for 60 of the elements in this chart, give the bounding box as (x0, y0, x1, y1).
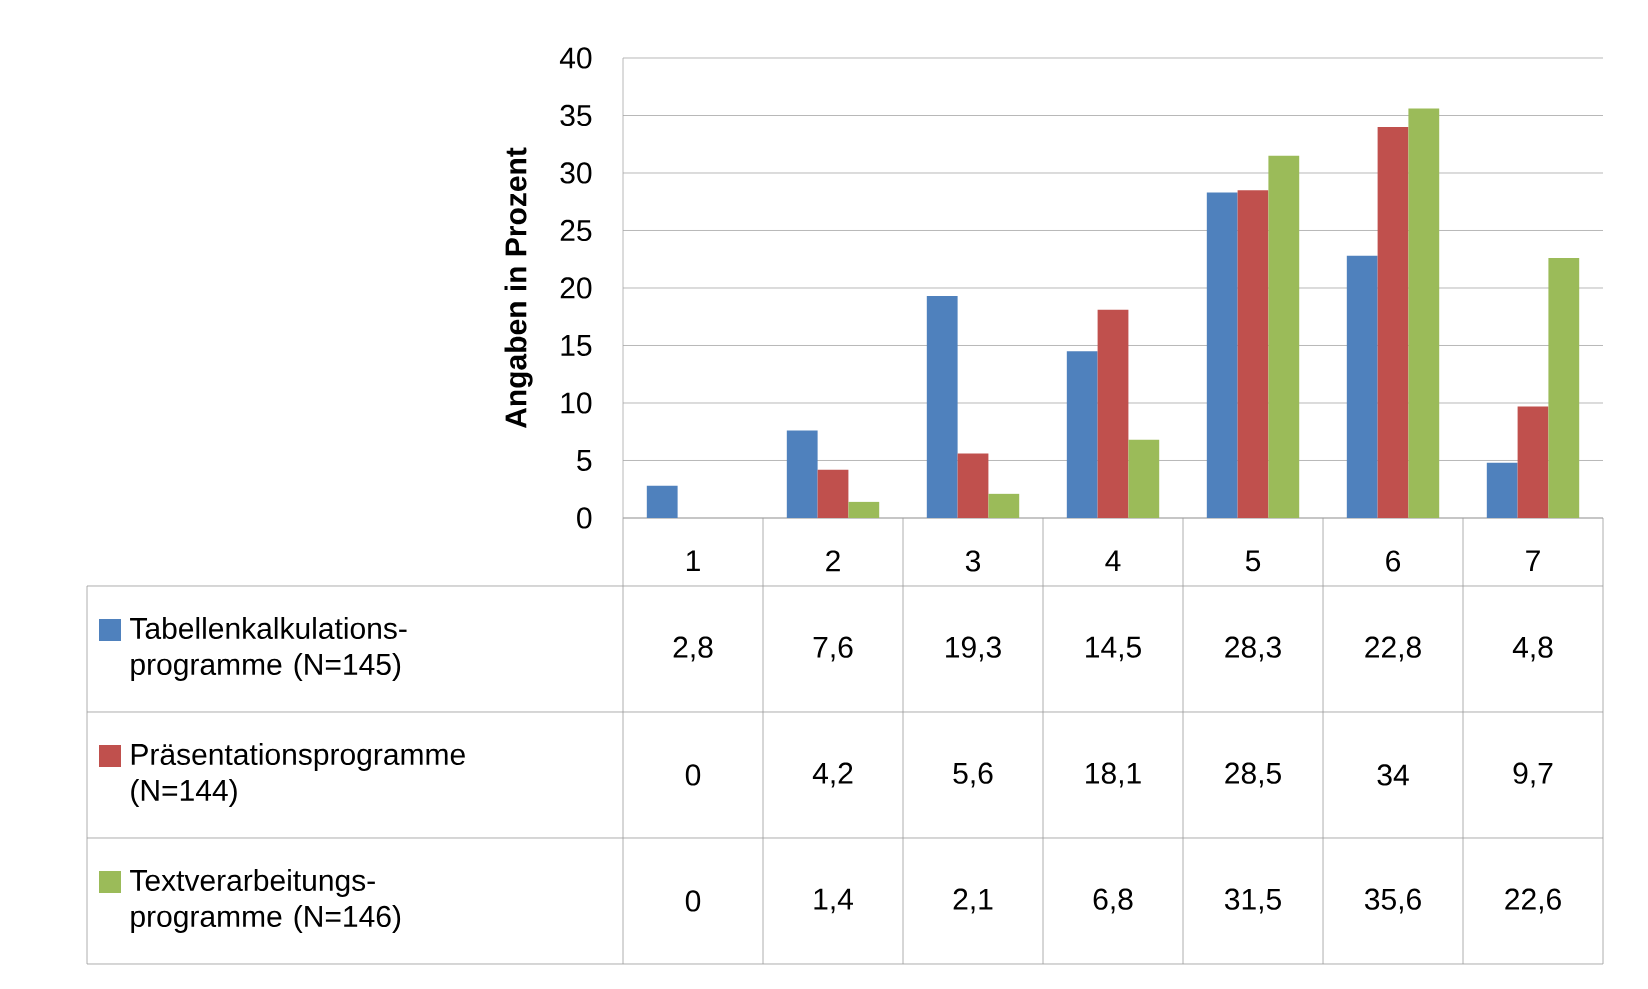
data-label: 28,3 (1225, 636, 1281, 662)
bar (926, 296, 958, 518)
bar (1206, 192, 1238, 518)
data-label: 28,5 (1225, 762, 1281, 788)
data-label: 31,5 (1224, 888, 1281, 914)
data-label: 6,8 (1093, 888, 1133, 914)
y-tick-label: 10 (561, 392, 592, 414)
bar (988, 493, 1020, 518)
bar (1408, 108, 1440, 518)
data-label: 9,7 (1513, 762, 1553, 788)
data-label: 2,1 (953, 888, 993, 914)
bar (1128, 439, 1160, 518)
bar (1097, 309, 1129, 518)
y-axis-title: Angaben in Prozent (504, 147, 533, 429)
x-tick-label: 4 (1105, 550, 1121, 572)
bar (1377, 127, 1409, 518)
x-tick-label: 3 (965, 550, 981, 572)
data-label: 34 (1377, 764, 1409, 786)
data-label: 2,8 (673, 636, 713, 662)
legend-label: Textverarbeitungs-programme (N=146) (130, 869, 401, 933)
data-label: 19,3 (946, 636, 1001, 662)
bar (1268, 155, 1300, 518)
y-tick-label: 30 (560, 162, 592, 184)
data-label: 0 (685, 764, 701, 786)
data-label: 1,4 (814, 888, 853, 914)
x-tick-label: 6 (1386, 550, 1401, 572)
data-label: 5,6 (953, 762, 993, 788)
bar (1548, 258, 1580, 518)
data-label: 14,5 (1086, 636, 1141, 662)
data-label: 0 (685, 890, 701, 912)
bar (848, 501, 880, 518)
bar (1346, 255, 1378, 518)
legend-label: Tabellenkalkulations-programme (N=145) (130, 617, 407, 681)
bar (957, 453, 989, 518)
bar (1517, 406, 1549, 518)
y-tick-label: 15 (561, 335, 592, 356)
x-tick-label: 1 (686, 550, 700, 572)
y-tick-label: 35 (560, 104, 592, 127)
data-label: 35,6 (1364, 888, 1421, 914)
data-label: 4,2 (812, 762, 853, 788)
y-tick-label: 0 (577, 507, 592, 529)
x-tick-label: 2 (826, 550, 840, 572)
data-label: 22,8 (1365, 636, 1421, 662)
y-tick-label: 25 (560, 219, 592, 242)
x-tick-label: 7 (1526, 550, 1540, 572)
y-tick-label: 40 (559, 47, 592, 69)
data-label: 4,8 (1512, 636, 1553, 662)
data-label: 22,6 (1505, 888, 1561, 914)
bar (786, 430, 818, 518)
data-label: 7,6 (813, 636, 853, 662)
y-tick-label: 20 (560, 277, 592, 299)
bar (817, 469, 849, 518)
x-tick-label: 5 (1245, 550, 1261, 572)
y-tick-label: 5 (577, 450, 592, 471)
data-label: 18,1 (1086, 762, 1141, 788)
bar (646, 485, 678, 518)
bar (1486, 462, 1518, 518)
bar (1066, 351, 1098, 518)
bar (1237, 190, 1269, 518)
legend-label: Präsentationsprogramme (N=144) (131, 743, 465, 807)
